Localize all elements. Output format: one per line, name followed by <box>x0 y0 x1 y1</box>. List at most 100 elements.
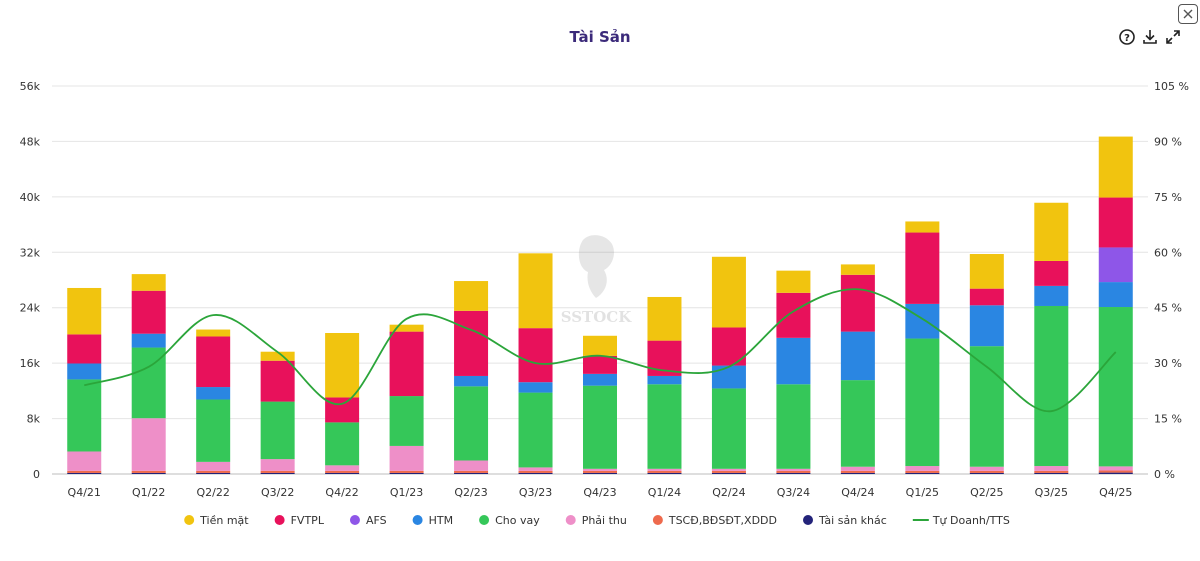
bar-segment-fvtpl[interactable] <box>67 334 102 364</box>
bar-segment-tien_mat[interactable] <box>711 256 746 328</box>
bar-segment-tien_mat[interactable] <box>260 351 295 361</box>
bar-segment-cho_vay[interactable] <box>840 380 875 467</box>
legend-item[interactable]: Tài sản khác <box>803 514 887 527</box>
bar-segment-phai_thu[interactable] <box>260 459 295 471</box>
bar-segment-tai_san_khac[interactable] <box>776 472 811 474</box>
bar-segment-fvtpl[interactable] <box>1098 197 1133 248</box>
bar-segment-tscd[interactable] <box>196 470 231 473</box>
bar-segment-tai_san_khac[interactable] <box>67 472 102 474</box>
bar-segment-fvtpl[interactable] <box>325 397 360 423</box>
bar-segment-tien_mat[interactable] <box>131 274 166 291</box>
bar-segment-phai_thu[interactable] <box>711 468 746 471</box>
bar-segment-tai_san_khac[interactable] <box>196 472 231 474</box>
bar-segment-tai_san_khac[interactable] <box>454 472 489 474</box>
bar-segment-tai_san_khac[interactable] <box>389 472 424 474</box>
bar-segment-tscd[interactable] <box>647 470 682 473</box>
bar-segment-tai_san_khac[interactable] <box>647 472 682 474</box>
bar-segment-phai_thu[interactable] <box>131 418 166 471</box>
bar-segment-fvtpl[interactable] <box>840 274 875 332</box>
bar-segment-fvtpl[interactable] <box>454 310 489 376</box>
bar-segment-phai_thu[interactable] <box>969 466 1004 471</box>
legend-item[interactable]: FVTPL <box>274 514 325 527</box>
bar-segment-fvtpl[interactable] <box>583 355 617 374</box>
bar-segment-cho_vay[interactable] <box>518 392 553 468</box>
bar-segment-cho_vay[interactable] <box>905 338 940 467</box>
legend-item[interactable]: TSCĐ,BĐSĐT,XDDD <box>652 514 777 527</box>
bar-segment-cho_vay[interactable] <box>454 386 489 461</box>
fullscreen-icon[interactable] <box>1163 27 1183 47</box>
bar-segment-phai_thu[interactable] <box>518 467 553 471</box>
bar-segment-tai_san_khac[interactable] <box>1034 472 1069 474</box>
bar-segment-phai_thu[interactable] <box>196 461 231 471</box>
bar-segment-tien_mat[interactable] <box>325 333 360 398</box>
bar-segment-tscd[interactable] <box>905 470 940 473</box>
bar-segment-tien_mat[interactable] <box>1034 202 1069 261</box>
bar-segment-tai_san_khac[interactable] <box>260 472 295 474</box>
bar-segment-tai_san_khac[interactable] <box>583 472 617 474</box>
bar-segment-tien_mat[interactable] <box>67 287 102 335</box>
bar-segment-phai_thu[interactable] <box>454 460 489 471</box>
bar-segment-tscd[interactable] <box>1098 470 1133 473</box>
bar-segment-tscd[interactable] <box>389 470 424 473</box>
bar-segment-tien_mat[interactable] <box>776 270 811 293</box>
bar-segment-htm[interactable] <box>969 305 1004 347</box>
bar-segment-tai_san_khac[interactable] <box>325 472 360 474</box>
bar-segment-fvtpl[interactable] <box>389 331 424 397</box>
bar-segment-tai_san_khac[interactable] <box>905 472 940 474</box>
bar-segment-phai_thu[interactable] <box>905 466 940 471</box>
legend-item[interactable]: Cho vay <box>479 514 540 527</box>
bar-segment-htm[interactable] <box>905 303 940 339</box>
bar-segment-tai_san_khac[interactable] <box>131 472 166 474</box>
bar-segment-phai_thu[interactable] <box>389 445 424 471</box>
bar-segment-cho_vay[interactable] <box>583 385 617 469</box>
bar-segment-htm[interactable] <box>711 365 746 389</box>
bar-segment-htm[interactable] <box>840 331 875 381</box>
bar-segment-tai_san_khac[interactable] <box>711 472 746 474</box>
bar-segment-tscd[interactable] <box>131 470 166 473</box>
bar-segment-tien_mat[interactable] <box>454 281 489 311</box>
bar-segment-htm[interactable] <box>1098 282 1133 308</box>
bar-segment-fvtpl[interactable] <box>518 328 553 383</box>
bar-segment-htm[interactable] <box>776 337 811 385</box>
bar-segment-cho_vay[interactable] <box>969 346 1004 467</box>
bar-segment-tscd[interactable] <box>776 470 811 473</box>
bar-segment-fvtpl[interactable] <box>260 360 295 402</box>
bar-segment-tien_mat[interactable] <box>647 296 682 341</box>
bar-segment-tscd[interactable] <box>840 470 875 473</box>
bar-segment-cho_vay[interactable] <box>1034 305 1069 467</box>
bar-segment-cho_vay[interactable] <box>260 401 295 460</box>
bar-segment-fvtpl[interactable] <box>969 288 1004 306</box>
bar-segment-tien_mat[interactable] <box>969 254 1004 289</box>
bar-segment-htm[interactable] <box>131 333 166 348</box>
legend-item[interactable]: Tự Doanh/TTS <box>912 514 1010 527</box>
bar-segment-phai_thu[interactable] <box>840 466 875 471</box>
bar-segment-phai_thu[interactable] <box>583 468 617 471</box>
bar-segment-cho_vay[interactable] <box>196 399 231 462</box>
bar-segment-phai_thu[interactable] <box>325 465 360 471</box>
legend-item[interactable]: Phải thu <box>565 514 627 527</box>
bar-segment-phai_thu[interactable] <box>1034 466 1069 471</box>
close-icon[interactable] <box>1178 4 1198 24</box>
bar-segment-fvtpl[interactable] <box>196 336 231 388</box>
bar-segment-tscd[interactable] <box>454 470 489 473</box>
bar-segment-phai_thu[interactable] <box>647 468 682 471</box>
bar-segment-htm[interactable] <box>1034 285 1069 306</box>
bar-segment-tai_san_khac[interactable] <box>1098 472 1133 474</box>
bar-segment-tscd[interactable] <box>67 470 102 473</box>
bar-segment-tscd[interactable] <box>325 470 360 473</box>
bar-segment-fvtpl[interactable] <box>1034 260 1069 286</box>
bar-segment-tai_san_khac[interactable] <box>840 472 875 474</box>
bar-segment-tscd[interactable] <box>518 470 553 473</box>
bar-segment-fvtpl[interactable] <box>131 290 166 334</box>
bar-segment-afs[interactable] <box>1098 247 1133 283</box>
bar-segment-htm[interactable] <box>454 375 489 387</box>
bar-segment-tscd[interactable] <box>969 470 1004 473</box>
bar-segment-tien_mat[interactable] <box>1098 136 1133 198</box>
bar-segment-tien_mat[interactable] <box>583 335 617 356</box>
line-series-tu-doanh-tts[interactable] <box>83 288 1117 413</box>
legend-item[interactable]: AFS <box>349 514 387 527</box>
bar-segment-tien_mat[interactable] <box>905 221 940 233</box>
bar-segment-cho_vay[interactable] <box>776 384 811 469</box>
bar-segment-htm[interactable] <box>583 373 617 386</box>
bar-segment-tscd[interactable] <box>583 470 617 473</box>
